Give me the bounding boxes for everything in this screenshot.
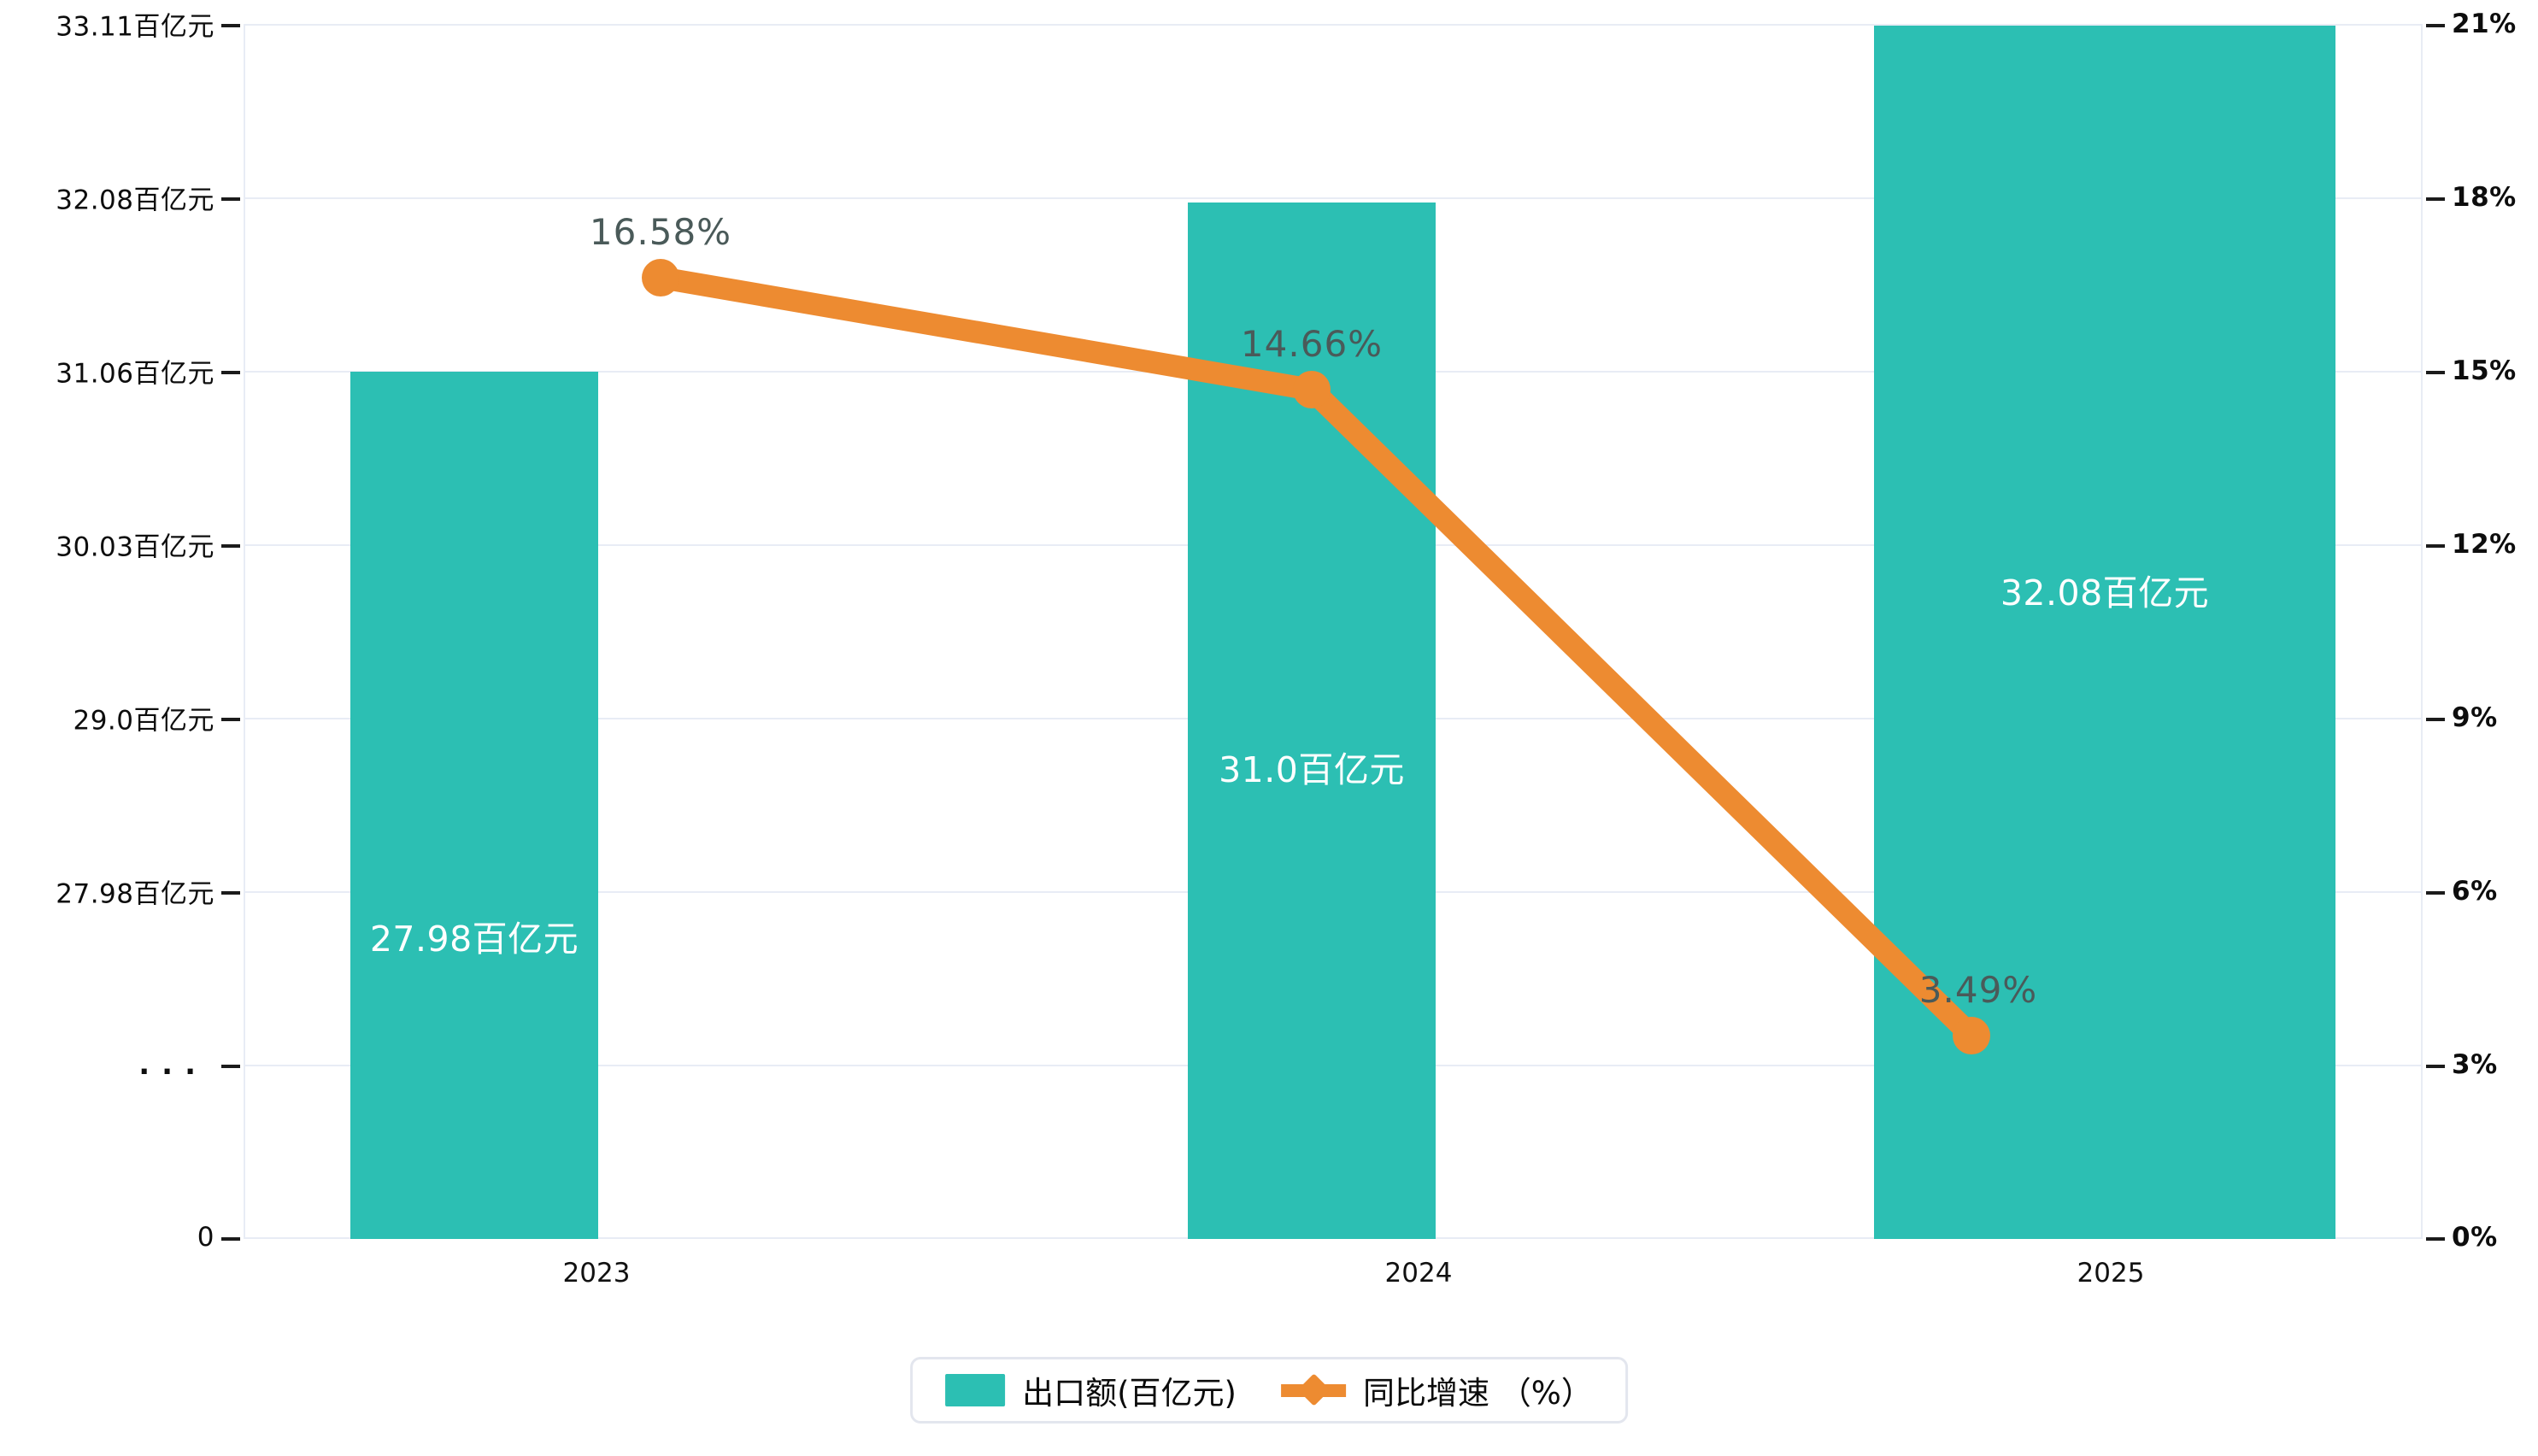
y-axis-right-label: 0% <box>2452 1222 2498 1253</box>
y-tick-left <box>221 718 240 721</box>
line-marker-2024[interactable] <box>1293 371 1331 408</box>
y-axis-right-label: 15% <box>2452 355 2517 386</box>
gridline <box>244 24 2423 26</box>
legend-item-growth-rate[interactable]: 同比增速 （%） <box>1280 1367 1593 1413</box>
line-value-label-2023: 16.58% <box>589 211 732 253</box>
y-axis-right-label: 21% <box>2452 9 2517 39</box>
line-marker-2025[interactable] <box>1953 1017 1990 1054</box>
y-axis-left-label: 33.11百亿元 <box>56 11 214 43</box>
legend-label-growth-rate: 同比增速 （%） <box>1362 1375 1593 1412</box>
y-axis-left-label: 31.06百亿元 <box>56 358 214 390</box>
y-tick-right <box>2426 197 2445 201</box>
y-tick-right <box>2426 718 2445 721</box>
gridline <box>244 197 2423 199</box>
y-tick-right <box>2426 891 2445 895</box>
y-tick-right <box>2426 24 2445 27</box>
y-axis-right-line <box>2421 24 2423 1239</box>
bar-2025[interactable]: 32.08百亿元 <box>1874 26 2335 1239</box>
line-value-label-2024: 14.66% <box>1240 323 1384 365</box>
y-tick-left <box>221 891 240 895</box>
legend-label-export-amount: 出口额(百亿元) <box>1022 1375 1237 1412</box>
y-axis-left-label: 30.03百亿元 <box>56 531 214 563</box>
line-marker-2023[interactable] <box>642 259 679 296</box>
y-axis-right-label: 18% <box>2452 182 2517 213</box>
y-axis-left-label: 0 <box>197 1222 214 1253</box>
legend-item-export-amount[interactable]: 出口额(百亿元) <box>945 1367 1237 1413</box>
y-tick-right <box>2426 1065 2445 1068</box>
bar-value-label: 27.98百亿元 <box>369 919 579 960</box>
bar-value-label: 32.08百亿元 <box>2000 572 2210 614</box>
chart-legend: 出口额(百亿元) 同比增速 （%） <box>910 1357 1628 1424</box>
y-tick-left <box>221 197 240 201</box>
growth-rate-line <box>642 259 1990 1054</box>
y-tick-left <box>221 1065 240 1068</box>
y-axis-right-label: 9% <box>2452 702 2498 733</box>
bar-value-label: 31.0百亿元 <box>1219 749 1405 790</box>
x-axis-label-2023: 2023 <box>562 1258 631 1289</box>
y-tick-left <box>221 544 240 548</box>
y-tick-right <box>2426 1237 2445 1241</box>
y-axis-left-break-label: ... <box>138 1048 208 1082</box>
x-axis-label-2024: 2024 <box>1384 1258 1453 1289</box>
y-axis-left-line <box>244 24 245 1239</box>
x-axis-label-2025: 2025 <box>2077 1258 2145 1289</box>
y-tick-right <box>2426 544 2445 548</box>
y-axis-right-label: 12% <box>2452 529 2517 560</box>
bar-2023[interactable]: 27.98百亿元 <box>350 372 598 1239</box>
y-axis-right-label: 3% <box>2452 1049 2498 1080</box>
plot-area: 33.11百亿元 21% 32.08百亿元 18% 31.06百亿元 15% 3… <box>56 9 2516 1253</box>
y-axis-right-label: 6% <box>2452 876 2498 907</box>
y-axis-left-label: 32.08百亿元 <box>56 185 214 216</box>
bar-2024[interactable]: 31.0百亿元 <box>1188 203 1436 1239</box>
y-axis-left-label: 29.0百亿元 <box>73 705 214 737</box>
y-tick-left <box>221 24 240 27</box>
y-axis-left-label: 27.98百亿元 <box>56 878 214 910</box>
y-tick-left <box>221 1237 240 1241</box>
line-diamond-swatch-icon <box>1280 1373 1346 1406</box>
y-tick-right <box>2426 371 2445 374</box>
bar-swatch-icon <box>945 1374 1006 1406</box>
y-tick-left <box>221 371 240 374</box>
line-value-label-2025: 3.49% <box>1918 969 2038 1011</box>
